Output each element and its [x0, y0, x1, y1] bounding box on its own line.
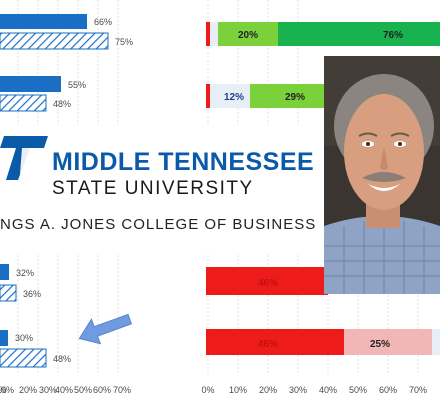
bar: [0, 32, 109, 50]
bar: [0, 264, 9, 280]
axis-tick: 0%: [201, 385, 214, 395]
segment-red: [206, 267, 328, 295]
data-label: 29%: [285, 92, 305, 103]
college-name: NGS A. JONES COLLEGE OF BUSINESS: [0, 216, 317, 233]
mt-logo-icon: [0, 136, 48, 180]
data-label: 55%: [68, 80, 86, 90]
axis-tick: 40%: [55, 385, 73, 395]
axis-tick: 60%: [379, 385, 397, 395]
data-label: 12%: [224, 92, 244, 103]
axis-tick: 20%: [19, 385, 37, 395]
axis-tick: 40%: [319, 385, 337, 395]
portrait-illustration: [324, 56, 440, 294]
data-label: 46%: [258, 339, 278, 350]
data-label: 75%: [115, 37, 133, 47]
axis-tick: 50%: [349, 385, 367, 395]
segment-light: [210, 22, 218, 46]
segment-light: [432, 329, 440, 355]
data-label: 25%: [370, 339, 390, 350]
portrait-photo: [324, 56, 440, 294]
axis-tick: 10%: [0, 385, 14, 395]
arrow-icon: [78, 313, 133, 345]
axis-tick: 20%: [259, 385, 277, 395]
data-label: 48%: [53, 99, 71, 109]
axis-tick: 30%: [289, 385, 307, 395]
left-bottom-bar-chart: 32% 36% 30% 48% 0% 10% 20% 30% 40% 50% 6…: [0, 255, 133, 395]
data-label: 76%: [383, 30, 403, 41]
bar: [0, 330, 8, 346]
segment-pink: [344, 329, 432, 355]
logo-line2: STATE UNIVERSITY: [52, 178, 254, 199]
segment-dark-green: [278, 22, 440, 46]
data-label: 30%: [15, 333, 33, 343]
segment-light: [210, 84, 250, 108]
data-label: 66%: [94, 17, 112, 27]
logo-band: MIDDLE TENNESSEE STATE UNIVERSITY NGS A.…: [0, 128, 315, 248]
axis-tick: 70%: [409, 385, 427, 395]
segment-red: [206, 329, 344, 355]
segment-red: [206, 84, 210, 108]
right-bottom-stacked-chart: 46% 46% 25% 0% 10% 20% 30% 40% 50% 60% 7…: [201, 255, 440, 395]
segment-light-green: [218, 22, 278, 46]
data-label: 36%: [23, 289, 41, 299]
axis-tick: 70%: [113, 385, 131, 395]
left-top-bar-chart: 66% 75% 55% 48%: [0, 0, 133, 125]
bar: [0, 76, 61, 92]
segment-red: [206, 22, 210, 46]
bar: [0, 14, 87, 29]
bar: [0, 94, 47, 112]
axis-tick: 50%: [74, 385, 92, 395]
axis-tick: 0%: [0, 385, 7, 395]
axis-tick: 10%: [229, 385, 247, 395]
axis-tick: 60%: [93, 385, 111, 395]
bar: [0, 284, 17, 302]
data-label: 48%: [53, 354, 71, 364]
data-label: 32%: [16, 268, 34, 278]
logo-line1: MIDDLE TENNESSEE: [52, 148, 315, 176]
data-label: 46%: [258, 278, 278, 289]
bar: [0, 348, 47, 368]
axis-tick: 30%: [39, 385, 57, 395]
data-label: 20%: [238, 30, 258, 41]
